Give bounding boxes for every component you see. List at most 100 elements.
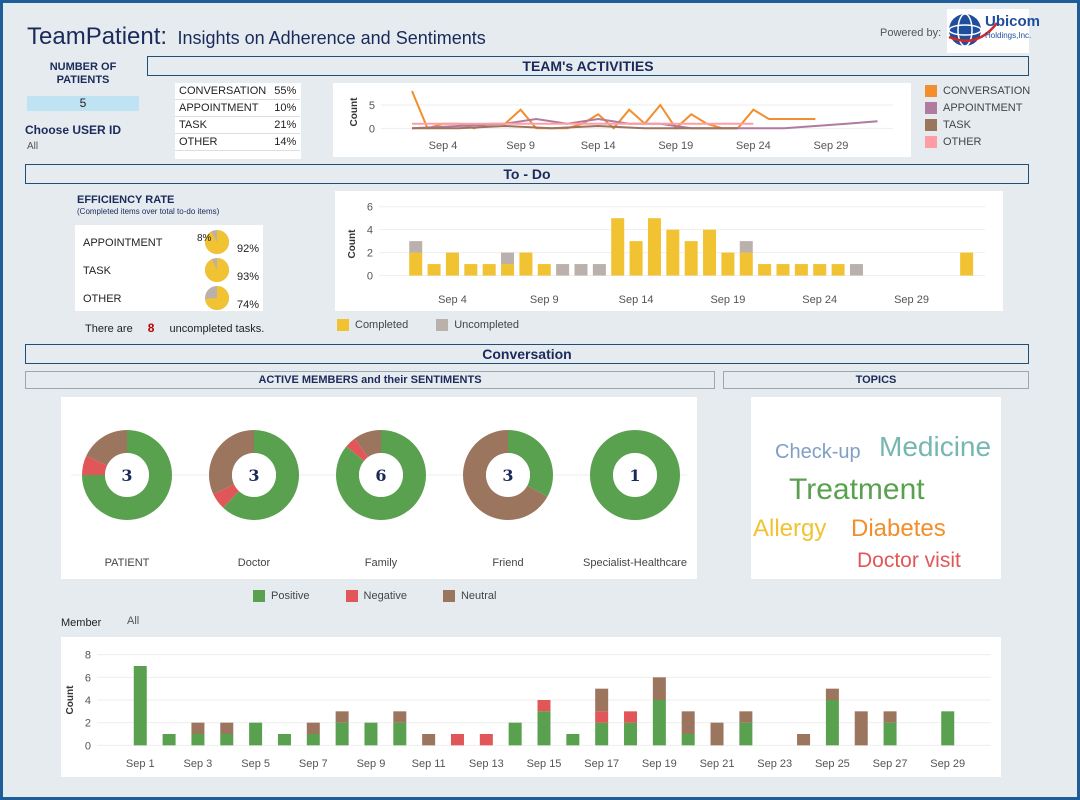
legend-item[interactable]: APPOINTMENT xyxy=(925,102,1030,114)
topic-word[interactable]: Allergy xyxy=(753,515,827,542)
legend-item[interactable]: CONVERSATION xyxy=(925,85,1030,97)
bar-segment xyxy=(721,252,735,276)
share-pct: 14% xyxy=(270,133,301,151)
bar-segment xyxy=(306,722,320,734)
topic-word[interactable]: Check-up xyxy=(775,441,861,463)
sentiment-legend: Positive Negative Neutral xyxy=(253,590,496,607)
legend-item[interactable]: Negative xyxy=(345,590,407,602)
activity-legend: CONVERSATION APPOINTMENT TASK OTHER xyxy=(925,85,1030,153)
legend-label: Positive xyxy=(271,590,310,602)
donut-hole xyxy=(359,453,403,497)
x-tick-label: Sep 5 xyxy=(241,758,270,770)
x-tick-label: Sep 7 xyxy=(299,758,328,770)
y-tick-label: 4 xyxy=(367,225,373,237)
sentiment-donut-svg: 3 PATIENT 3 Doctor 6 Family 3 Friend 1 Specialist… xyxy=(71,430,687,569)
legend-item[interactable]: Uncompleted xyxy=(436,319,519,331)
legend-label: Neutral xyxy=(460,590,497,602)
bar-segment xyxy=(501,264,515,276)
donut-segment xyxy=(213,484,239,508)
efficiency-card: APPOINTMENT 92% 8% TASK 93% OTHER 74% xyxy=(75,225,263,311)
legend-item[interactable]: Positive xyxy=(253,590,310,602)
bar-segment xyxy=(450,734,464,746)
bar-segment xyxy=(813,264,827,276)
share-name: CONVERSATION xyxy=(175,83,271,100)
efficiency-title: EFFICIENCY RATE xyxy=(77,194,175,206)
uncompleted-pre: There are xyxy=(85,323,133,335)
x-tick-label: Sep 15 xyxy=(527,758,562,770)
y-tick-label: 0 xyxy=(85,740,91,752)
bar-segment xyxy=(393,711,407,723)
member-filter-value[interactable]: All xyxy=(127,615,140,627)
bar-segment xyxy=(537,711,551,746)
legend-item[interactable]: OTHER xyxy=(925,136,1030,148)
y-tick-label: 2 xyxy=(85,718,91,730)
donut-segment xyxy=(590,430,680,520)
bar-segment xyxy=(409,241,423,253)
bar-segment xyxy=(519,252,533,276)
bar-segment xyxy=(703,229,717,276)
x-tick-label: Sep 29 xyxy=(814,140,849,152)
bar-segment xyxy=(666,229,680,276)
bar-segment xyxy=(501,252,515,265)
activity-share-table: CONVERSATION 55% APPOINTMENT 10% TASK 21% O… xyxy=(175,83,301,159)
member-filter-label: Member xyxy=(61,617,102,629)
uncompleted-summary: There are 8 uncompleted tasks. xyxy=(85,321,264,335)
donut-member-label: Family xyxy=(365,557,398,569)
title-colon: : xyxy=(160,23,168,50)
bar-segment xyxy=(624,722,638,746)
efficiency-subtitle: (Completed items over total to-do items) xyxy=(77,207,220,216)
sentiment-donuts: 3 PATIENT 3 Doctor 6 Family 3 Friend 1 Specialist… xyxy=(61,397,697,579)
topic-word[interactable]: Medicine xyxy=(879,431,992,462)
donut-segment xyxy=(508,430,553,497)
page-title: TeamPatient: Insights on Adherence and S… xyxy=(27,23,486,51)
legend-item[interactable]: TASK xyxy=(925,119,1030,131)
share-pct: 55% xyxy=(270,83,301,100)
bar-segment xyxy=(556,264,570,276)
donut-hole xyxy=(613,453,657,497)
y-tick-label: 8 xyxy=(85,650,91,662)
donut-count: 1 xyxy=(629,466,640,485)
bar-segment xyxy=(445,252,459,276)
bar-segment xyxy=(133,666,147,746)
y-tick-label: 5 xyxy=(369,100,375,112)
x-tick-label: Sep 1 xyxy=(126,758,155,770)
pie-completed xyxy=(205,286,229,310)
activity-line-chart: 0 5 Sep 4 Sep 9 Sep 14 Sep 19 Sep 24 Sep 29 Coun… xyxy=(333,83,911,157)
bar-segment xyxy=(684,241,698,276)
topic-word[interactable]: Diabetes xyxy=(851,515,946,542)
bar-segment xyxy=(797,734,811,746)
x-tick-label: Sep 25 xyxy=(815,758,850,770)
bar-segment xyxy=(409,252,423,276)
todo-bar-svg: 0 2 4 6 Sep 4 Sep 9 Sep 14 Sep 19 Sep 24 Sep 29 Co… xyxy=(347,202,985,306)
bar-segment xyxy=(249,722,263,746)
bar-segment xyxy=(776,264,790,276)
efficiency-rate-label: 74% xyxy=(237,299,259,311)
x-tick-label: Sep 13 xyxy=(469,758,504,770)
x-tick-label: Sep 17 xyxy=(584,758,619,770)
share-name: OTHER xyxy=(175,133,271,151)
topic-word[interactable]: Doctor visit xyxy=(857,549,961,572)
legend-swatch xyxy=(436,319,449,331)
legend-swatch xyxy=(925,119,937,131)
topic-word[interactable]: Treatment xyxy=(789,473,925,506)
user-id-filter[interactable]: All xyxy=(27,141,39,152)
efficiency-row-label: APPOINTMENT xyxy=(83,237,163,249)
bar-segment xyxy=(162,734,176,746)
donut-member-label: Doctor xyxy=(238,557,271,569)
bar-segment xyxy=(306,734,320,746)
bar-segment xyxy=(739,252,753,276)
donut-count: 3 xyxy=(121,466,132,485)
topics-banner: TOPICS xyxy=(723,371,1029,389)
legend-item[interactable]: Completed xyxy=(337,319,408,331)
y-axis-label: Count xyxy=(347,229,358,259)
x-tick-label: Sep 9 xyxy=(357,758,386,770)
bar-segment xyxy=(652,700,666,746)
legend-item[interactable]: Neutral xyxy=(442,590,497,602)
share-name: APPOINTMENT xyxy=(175,99,271,117)
donut-segment xyxy=(82,455,108,475)
donut-segment xyxy=(223,430,299,520)
patients-count: 5 xyxy=(27,96,139,111)
legend-label: APPOINTMENT xyxy=(943,102,1023,114)
bar-segment xyxy=(220,722,234,734)
share-pct: 10% xyxy=(270,99,301,117)
